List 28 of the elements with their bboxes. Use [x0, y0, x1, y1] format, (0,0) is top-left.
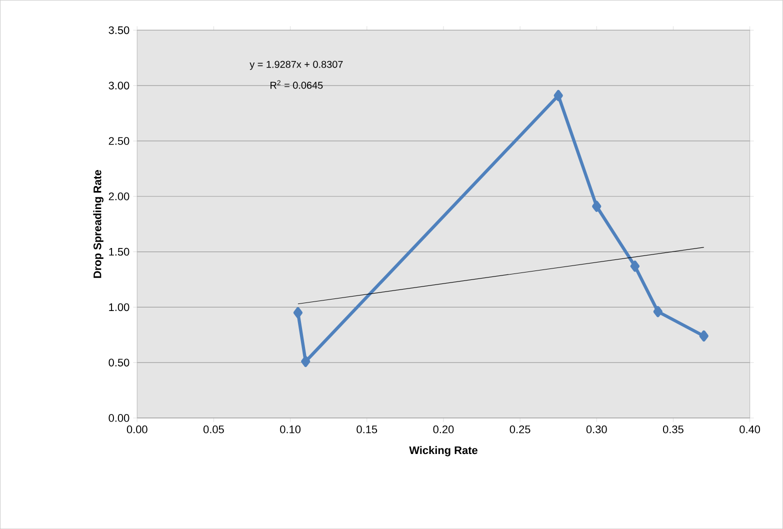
y-tick-label: 3.00: [108, 82, 130, 90]
point: [699, 330, 708, 342]
y-tick-label: 0.00: [108, 414, 130, 422]
x-tick-label: 0.10: [280, 425, 301, 434]
point: [554, 90, 563, 102]
annotation: R$^{2}$ = 0.0645: [270, 80, 323, 89]
y-axis-title: Drop Spreading Rate: [93, 170, 104, 278]
x-axis-title: Wicking Rate: [409, 446, 478, 456]
x-tick-label: 0.00: [126, 425, 148, 434]
y-tick-label: 1.50: [109, 248, 130, 256]
y-tick-label: 2.50: [108, 137, 130, 145]
x-tick-label: 0.25: [510, 425, 530, 434]
y-tick-label: 0.50: [108, 358, 130, 366]
y-tick-label: 2.00: [108, 192, 130, 200]
point: [293, 307, 303, 318]
point: [301, 356, 310, 367]
x-tick-label: 0.15: [356, 425, 378, 434]
annotation: y = 1.9287x + 0.8307: [250, 60, 343, 70]
point: [653, 306, 662, 318]
point: [630, 260, 640, 272]
y-tick-label: 1.00: [109, 303, 130, 311]
x-tick-label: 0.40: [740, 425, 760, 434]
y-tick-label: 3.50: [108, 26, 130, 34]
x-tick-label: 0.05: [203, 425, 224, 434]
x-tick-label: 0.30: [586, 425, 607, 434]
x-tick-label: 0.20: [433, 425, 454, 434]
point: [592, 200, 602, 212]
x-tick-label: 0.35: [662, 425, 684, 434]
